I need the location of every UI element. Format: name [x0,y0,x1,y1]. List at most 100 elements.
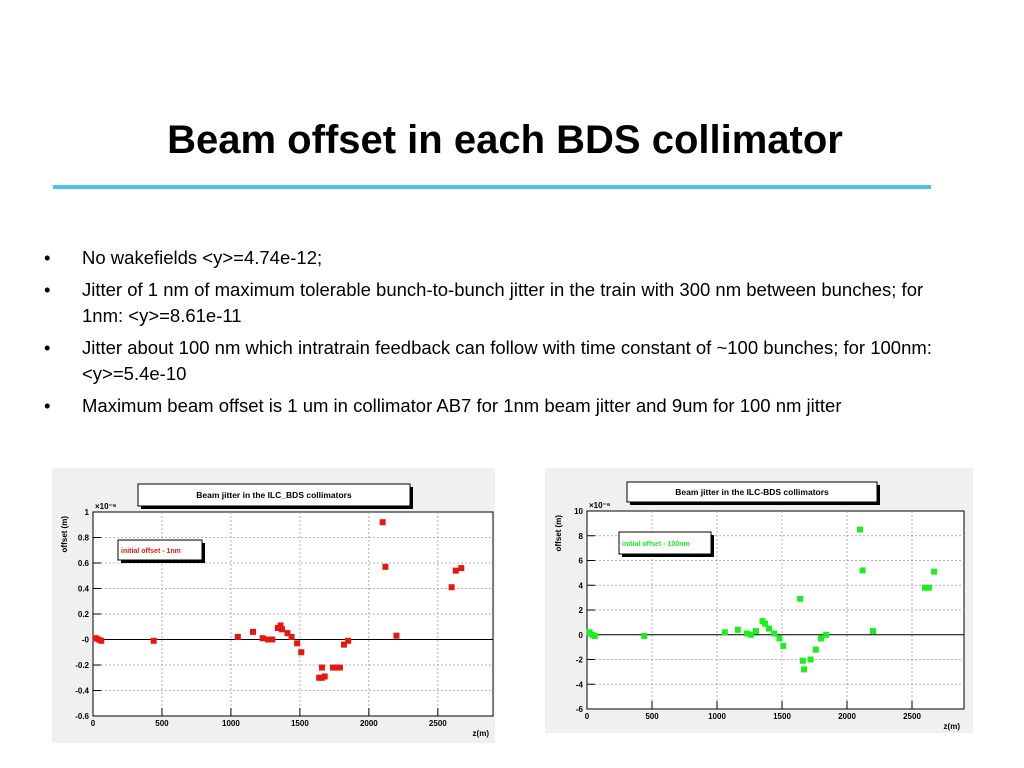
data-point [857,526,863,533]
data-point [747,631,754,638]
data-point [284,630,291,637]
y-tick-label: 6 [579,557,584,566]
data-point [721,629,728,636]
bullet-text: No wakefields <y>=4.74e-12; [82,247,323,268]
x-axis-title: z(m) [473,729,490,738]
x-tick-label: 500 [645,712,659,721]
data-point [98,637,105,644]
legend-label: initial offset - 100nm [622,541,690,548]
bullet-marker: • [44,279,51,300]
y-tick-label: 10 [574,507,583,516]
y-tick-label: -0.6 [75,712,89,721]
data-point [931,568,938,575]
data-point [859,567,866,574]
chart-left: -0.6 -0.4 -0.2 -0 0.2 0.4 0.6 0.8 1 0 500 1000 1500 2… [60,483,494,738]
data-point [382,563,389,570]
y-tick-label: 0.8 [78,534,90,543]
data-point [278,626,285,633]
title-box [137,483,411,507]
slide-title: Beam offset in each BDS collimator [167,118,843,162]
data-point [812,646,819,653]
data-point [318,664,325,671]
x-tick-label: 1500 [291,719,309,728]
legend-box [117,539,203,561]
data-point [799,657,806,664]
data-point [823,631,830,638]
data-point [780,642,787,649]
x-axis-title: z(m) [944,722,961,731]
data-point [341,641,348,648]
y-tick-label: -0.2 [75,661,89,670]
data-point [743,630,750,637]
title-box [626,481,878,503]
x-tick-label: 1500 [773,712,791,721]
x-tick-label: 2000 [838,712,856,721]
data-point [452,567,459,574]
data-point [393,632,400,639]
data-point [753,628,759,635]
data-point [641,632,648,639]
data-point [448,584,455,591]
x-tick-label: 1000 [708,712,726,721]
data-point [766,625,772,632]
data-point [288,633,295,640]
bullet-list: • No wakefields <y>=4.74e-12; • Jitter of… [40,245,950,425]
bullet-item: • No wakefields <y>=4.74e-12; [40,245,950,271]
y-axis-title: offset (m) [60,516,69,553]
data-point [250,628,256,635]
bullet-marker: • [44,337,51,358]
data-point [265,636,272,643]
x-tick-label: 2500 [429,719,447,728]
bullet-text: Jitter about 100 nm which intratrain fee… [82,337,932,384]
chart-panel-right: -6 -4 -2 0 2 4 6 8 10 0 500 1000 1500 2000 2500 ×10⁻⁶ of… [545,468,973,733]
chart-right: -6 -4 -2 0 2 4 6 8 10 0 500 1000 1500 2000 2500 ×10⁻⁶ of… [554,481,965,731]
x-tick-label: 0 [91,719,96,728]
y-tick-label: -6 [576,705,584,714]
y-tick-label: 0 [579,631,584,640]
data-point [734,626,741,633]
chart-panel-left: -0.6 -0.4 -0.2 -0 0.2 0.4 0.6 0.8 1 0 500 1000 1500 2… [52,468,495,743]
title-underline [53,185,931,189]
data-point [269,636,276,643]
data-point [298,649,305,656]
data-point [277,622,284,629]
x-tick-label: 0 [585,712,590,721]
data-point [801,666,808,673]
y-tick-label: 1 [85,508,90,517]
y-tick-label: 0.6 [78,559,90,568]
data-point [762,620,769,627]
chart-title: Beam jitter in the ILC_BDS collimators [196,490,352,500]
data-point [345,637,352,644]
data-point [336,664,343,671]
bullet-item: • Jitter of 1 nm of maximum tolerable bun… [40,277,950,329]
data-point [797,595,804,602]
bullet-item: • Jitter about 100 nm which intratrain fe… [40,335,950,387]
y-tick-label: 0.4 [78,585,90,594]
y-tick-label: -2 [576,656,584,665]
bullet-marker: • [44,247,51,268]
data-point [870,628,876,635]
data-point [925,584,932,591]
y-tick-label: -0.4 [75,687,89,696]
data-point [922,584,928,591]
y-exponent-label: ×10⁻⁶ [589,501,611,510]
data-point [379,519,386,526]
y-tick-label: 2 [579,606,584,615]
bullet-text: Maximum beam offset is 1 um in collimato… [82,395,842,416]
y-axis-title: offset (m) [554,515,563,552]
data-point [458,565,465,572]
y-tick-label: 4 [579,581,584,590]
data-point [591,632,598,639]
data-point [332,664,339,671]
y-exponent-label: ×10⁻⁶ [95,502,117,511]
y-tick-label: -0 [82,636,90,645]
data-point [321,673,328,680]
data-point [771,630,778,637]
legend-label: initial offset - 1nm [121,548,181,555]
data-point [259,635,266,642]
y-tick-label: -4 [576,680,584,689]
data-point [818,635,824,642]
data-point [150,637,157,644]
x-tick-label: 500 [155,719,169,728]
x-tick-label: 2000 [360,719,378,728]
